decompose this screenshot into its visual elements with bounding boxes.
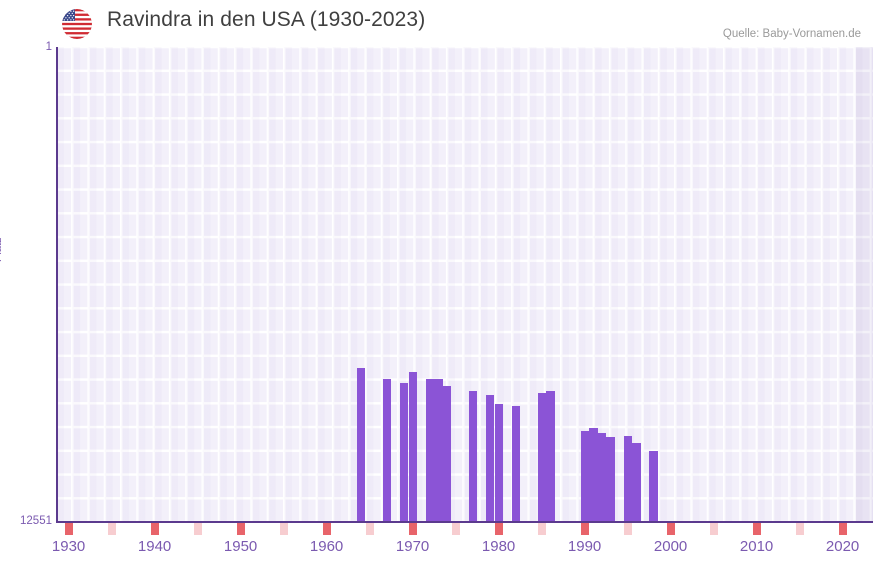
x-tick-minor (451, 523, 460, 535)
bar (434, 378, 443, 522)
x-axis-line (56, 521, 873, 523)
us-flag-icon (62, 9, 92, 39)
bar (597, 433, 607, 522)
bar (537, 392, 546, 522)
bar (468, 390, 478, 522)
x-tick-major (236, 523, 245, 535)
x-axis-tick-label: 2020 (825, 538, 860, 555)
bar (443, 385, 452, 522)
x-tick-minor (365, 523, 374, 535)
x-axis-tick-label: 1960 (309, 538, 344, 555)
x-axis-tick-label: 1970 (395, 538, 430, 555)
source-attribution: Quelle: Baby-Vornamen.de (722, 28, 861, 40)
bar (408, 371, 417, 522)
grid-minor (56, 47, 873, 522)
grid-bands (56, 47, 873, 522)
x-tick-major (408, 523, 417, 535)
bar (357, 368, 366, 522)
y-axis-title: Platz (0, 237, 4, 262)
x-axis-tick-label: 2010 (739, 538, 774, 555)
x-axis-tick-label: 1980 (481, 538, 516, 555)
x-axis-tick-label: 1950 (223, 538, 258, 555)
x-tick-minor (193, 523, 202, 535)
x-tick-major (322, 523, 331, 535)
page-title: Ravindra in den USA (1930-2023) (107, 8, 426, 31)
x-tick-major (150, 523, 159, 535)
x-tick-major (838, 523, 847, 535)
x-tick-minor (537, 523, 546, 535)
bar (382, 378, 392, 522)
x-axis-tick-label: 1940 (137, 538, 172, 555)
plot-area (56, 47, 873, 522)
bar (632, 443, 641, 522)
x-tick-minor (623, 523, 632, 535)
bar (606, 437, 615, 522)
chart-header: Ravindra in den USA (1930-2023) Quelle: … (0, 0, 873, 47)
x-tick-minor (795, 523, 804, 535)
bar (649, 451, 658, 522)
future-shaded-region (855, 47, 873, 522)
bar (623, 436, 632, 522)
bar (546, 390, 555, 522)
bar (400, 382, 409, 522)
bar (494, 404, 503, 522)
x-axis-tick-label: 2000 (653, 538, 688, 555)
x-tick-major (64, 523, 73, 535)
x-tick-major (494, 523, 503, 535)
x-axis-tick-label: 1990 (567, 538, 602, 555)
y-axis-top-label: 1 (45, 41, 52, 53)
y-axis-line (56, 47, 58, 523)
bar (511, 405, 521, 522)
bar (486, 394, 495, 522)
x-tick-minor (107, 523, 116, 535)
x-tick-minor (279, 523, 288, 535)
x-axis-tick-label: 1930 (51, 538, 86, 555)
x-tick-major (580, 523, 589, 535)
bar (425, 378, 435, 522)
bar (589, 428, 598, 522)
y-axis-bottom-label: 12551 (20, 515, 52, 527)
x-tick-major (752, 523, 761, 535)
bar (580, 431, 589, 522)
x-tick-major (666, 523, 675, 535)
x-tick-minor (709, 523, 718, 535)
